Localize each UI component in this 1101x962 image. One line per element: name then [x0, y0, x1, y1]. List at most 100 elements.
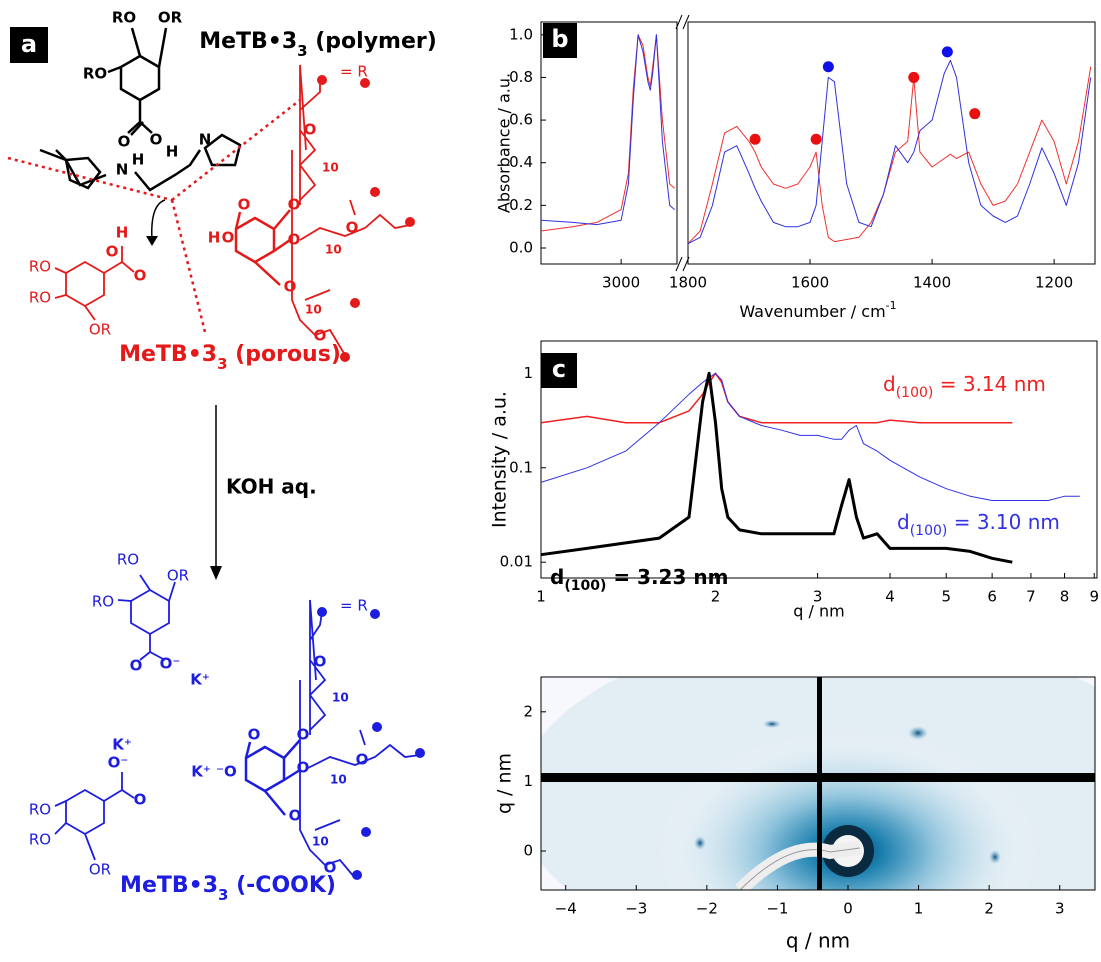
separator-lines [7, 99, 301, 333]
x-tick-label: 5 [941, 588, 951, 606]
path [304, 199, 356, 301]
atom-label: O [324, 859, 337, 877]
atom-label: H [116, 224, 129, 242]
plot-frame [540, 340, 1098, 579]
subscript: 3 [297, 42, 307, 60]
atom-label: O [238, 196, 251, 214]
atom-label: O⁻ [160, 655, 181, 673]
panel-label: b [551, 25, 568, 53]
atom-label: O [314, 653, 327, 671]
path [739, 847, 861, 890]
atom-label: H [208, 229, 221, 247]
annotation-main: d [897, 510, 910, 534]
chain-ends [317, 75, 415, 362]
atom-label: O⁻ [108, 754, 129, 772]
path [307, 743, 421, 769]
series-line [540, 372, 1080, 501]
y-tick-label: 0.0 [509, 239, 533, 257]
line [139, 651, 151, 661]
atom-label: O [288, 231, 301, 249]
line [121, 789, 135, 799]
ellipse [763, 720, 781, 728]
line [54, 294, 67, 299]
suffix: (-COOK) [228, 873, 336, 898]
circle [352, 870, 362, 880]
x-tick-label: 1 [914, 900, 924, 918]
suffix: (porous) [228, 342, 341, 367]
series-line [687, 66, 1092, 245]
peak-marker [810, 133, 822, 145]
line [168, 581, 176, 602]
atom-label: O [304, 121, 317, 139]
y-tick-label: 0 [523, 842, 533, 860]
atom-label: O [289, 807, 302, 825]
plot-frame [540, 21, 678, 265]
y-tick-label: 0.1 [509, 458, 533, 476]
line [107, 65, 122, 74]
atom-label: O [314, 327, 327, 345]
line [103, 261, 123, 274]
atom-label: 10 [330, 773, 347, 787]
line [127, 121, 141, 134]
x-tick-label: 6 [987, 588, 997, 606]
x-tick-label: 4 [885, 588, 895, 606]
y-tick-label: 1 [523, 772, 533, 790]
atom-label: OR [158, 9, 183, 27]
atom-label: N [116, 161, 129, 179]
line [103, 789, 123, 802]
x-tick-label: 0 [843, 900, 853, 918]
name: MeTB•3 [199, 29, 297, 54]
porous-structure [54, 64, 411, 356]
plot-frame [687, 21, 1096, 265]
series-line [687, 59, 1092, 245]
circle [340, 352, 350, 362]
name: MeTB•3 [119, 342, 217, 367]
atom-label: O [134, 267, 147, 285]
annotation-rest: = 3.14 nm [933, 372, 1046, 396]
line [117, 599, 132, 602]
polygon [64, 156, 102, 190]
polygon [130, 588, 170, 636]
annotation-main: d [883, 372, 896, 396]
annotation-main: d [550, 565, 564, 589]
y-axis-title: q / nm [494, 753, 516, 814]
x-tick-label: −2 [696, 900, 718, 918]
title-text: Wavenumber / cm [739, 302, 885, 321]
y-tick-label: 0.2 [509, 196, 533, 214]
atom-label: O [134, 791, 147, 809]
atom-label: = R [340, 597, 368, 615]
y-axis-title: Absorbance / a.u. [495, 73, 514, 213]
peak-marker [749, 133, 761, 145]
atom-label: O [284, 278, 297, 296]
x-tick-label: 1200 [1035, 274, 1073, 292]
series-line [540, 372, 1013, 424]
line [171, 99, 301, 201]
x-tick-label: 3 [1055, 900, 1065, 918]
atom-label: RO [29, 258, 51, 276]
x-tick-label: 2 [984, 900, 994, 918]
polygon [119, 54, 161, 102]
path [264, 739, 301, 816]
peak-marker [908, 71, 920, 83]
rect [541, 353, 577, 388]
x-tick-label: 3000 [602, 274, 640, 292]
line [84, 833, 96, 861]
line [84, 305, 96, 321]
scattering-image [541, 677, 1095, 890]
peak-marker [969, 108, 981, 120]
x-axis-title: Wavenumber / cm-1 [739, 299, 896, 321]
y-axis-title: Intensity / a.u. [489, 391, 511, 528]
atom-label: O [288, 196, 301, 214]
line [149, 651, 166, 661]
circle [350, 298, 360, 308]
polygon [203, 133, 242, 167]
series-line [540, 371, 1013, 564]
x-tick-label: 8 [1060, 588, 1070, 606]
y-tick-label: 1.0 [509, 25, 533, 43]
annotation-sub: (100) [564, 578, 606, 594]
circle [360, 78, 370, 88]
atom-label: O [118, 133, 131, 151]
suffix: (polymer) [308, 29, 437, 54]
x-tick-label: −1 [766, 900, 788, 918]
atom-label: O [248, 726, 261, 744]
